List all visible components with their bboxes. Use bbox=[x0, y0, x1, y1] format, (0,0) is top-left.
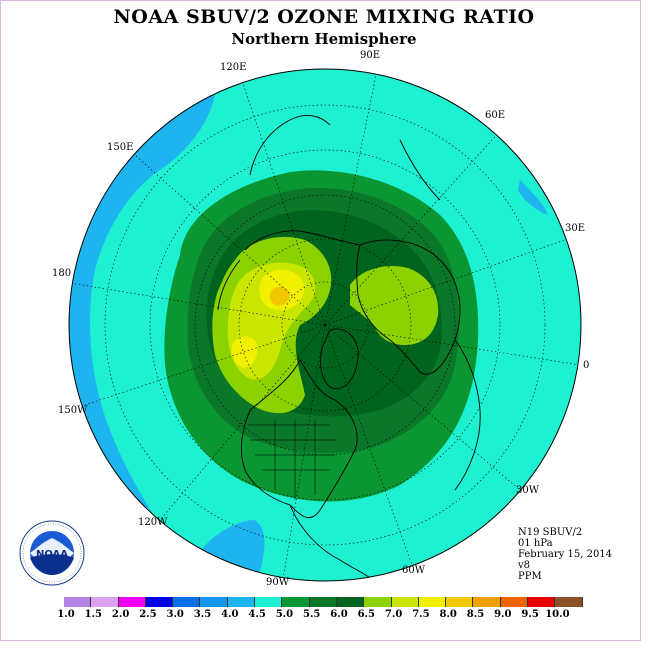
political-boundaries bbox=[248, 420, 335, 500]
colorbar-tick-label: 7.0 bbox=[384, 609, 403, 620]
coast-eurasia bbox=[356, 239, 461, 375]
info-date: February 15, 2014 bbox=[518, 549, 613, 560]
colorbar-tick-label: 8.5 bbox=[466, 609, 485, 620]
svg-text:NOAA: NOAA bbox=[36, 549, 68, 560]
field-6.5-7.0-east bbox=[350, 265, 439, 345]
colorbar-cell bbox=[500, 597, 529, 607]
colorbar-tick-label: 9.0 bbox=[494, 609, 512, 620]
coast-asia-east bbox=[249, 114, 331, 176]
lon-label-0: 0 bbox=[583, 360, 590, 371]
colorbar-tick-label: 2.5 bbox=[139, 609, 157, 620]
lon-label-150w: 150W bbox=[58, 405, 88, 416]
colorbar-tick-label: 4.0 bbox=[221, 609, 239, 620]
colorbar-cell bbox=[418, 597, 447, 607]
colorbar-tick-label: 2.0 bbox=[111, 609, 130, 620]
colorbar-cell bbox=[64, 597, 92, 607]
colorbar-tick-label: 6.0 bbox=[330, 609, 348, 620]
colorbar-cell bbox=[282, 597, 310, 607]
colorbar-ticks: 1.0 1.5 2.0 2.5 3.0 3.5 4.0 4.5 5.0 5.5 6.0 6.5 7.0 7… bbox=[0, 609, 648, 623]
colorbar-tick-label: 9.5 bbox=[521, 609, 539, 620]
info-instrument: N19 SBUV/2 bbox=[518, 527, 583, 538]
colorbar-cell bbox=[200, 597, 228, 607]
coast-india bbox=[399, 139, 441, 201]
coast-greenland bbox=[320, 328, 359, 390]
colorbar-cell bbox=[309, 597, 337, 607]
lon-label-150e: 150E bbox=[107, 142, 134, 153]
coast-europe-africa bbox=[454, 339, 481, 491]
info-units: PPM bbox=[518, 571, 542, 582]
map-title: NOAA SBUV/2 OZONE MIXING RATIO bbox=[113, 6, 535, 28]
colorbar-tick-label: 4.5 bbox=[248, 609, 266, 620]
meridians bbox=[69, 69, 581, 581]
colorbar-tick-label: 5.0 bbox=[275, 609, 294, 620]
lon-label-30w: 30W bbox=[516, 485, 540, 496]
colorbar-cell bbox=[364, 597, 392, 607]
lon-label-90e: 90E bbox=[360, 50, 381, 61]
lon-label-60w: 60W bbox=[402, 565, 426, 576]
noaa-logo: NOAA bbox=[19, 520, 85, 586]
colorbar-tick-label: 1.5 bbox=[84, 609, 102, 620]
colorbar-tick-label: 3.5 bbox=[193, 609, 212, 620]
colorbar-tick-label: 7.5 bbox=[412, 609, 430, 620]
colorbar-cell bbox=[255, 597, 283, 607]
coast-north-america bbox=[240, 359, 358, 519]
coast-alaska bbox=[217, 259, 241, 311]
colorbar-tick-label: 6.5 bbox=[357, 609, 375, 620]
colorbar-cell bbox=[227, 597, 256, 607]
colorbar-cell bbox=[173, 597, 201, 607]
latitude-circles bbox=[104, 104, 546, 546]
map-subtitle: Northern Hemisphere bbox=[231, 30, 417, 48]
map-boundary bbox=[68, 68, 582, 582]
colorbar-cell bbox=[473, 597, 501, 607]
colorbar-cell bbox=[118, 597, 146, 607]
field-8.0-8.5 bbox=[269, 286, 290, 306]
colorbar-cell bbox=[528, 597, 556, 607]
field-4.0-4.5-west bbox=[69, 95, 215, 525]
field-4.0-4.5-east bbox=[518, 180, 548, 215]
colorbar bbox=[64, 597, 583, 607]
colorbar-cell bbox=[555, 597, 583, 607]
lon-label-120w: 120W bbox=[138, 517, 168, 528]
info-level: 01 hPa bbox=[518, 538, 553, 549]
figure-border bbox=[0, 0, 641, 641]
lon-label-120e: 120E bbox=[220, 62, 247, 73]
colorbar-tick-label: 1.0 bbox=[57, 609, 75, 620]
info-version: v8 bbox=[518, 560, 531, 571]
lon-label-90w: 90W bbox=[266, 577, 290, 588]
colorbar-cell bbox=[446, 597, 474, 607]
colorbar-cell bbox=[91, 597, 119, 607]
lon-label-60e: 60E bbox=[485, 110, 506, 121]
colorbar-tick-label: 10.0 bbox=[545, 609, 570, 620]
lon-label-180: 180 bbox=[52, 268, 72, 279]
lon-label-30e: 30E bbox=[565, 223, 586, 234]
colorbar-cell bbox=[336, 597, 365, 607]
colorbar-cell bbox=[145, 597, 174, 607]
colorbar-tick-label: 8.0 bbox=[439, 609, 457, 620]
colorbar-tick-label: 5.5 bbox=[302, 609, 321, 620]
colorbar-tick-label: 3.0 bbox=[166, 609, 184, 620]
colorbar-cell bbox=[391, 597, 419, 607]
